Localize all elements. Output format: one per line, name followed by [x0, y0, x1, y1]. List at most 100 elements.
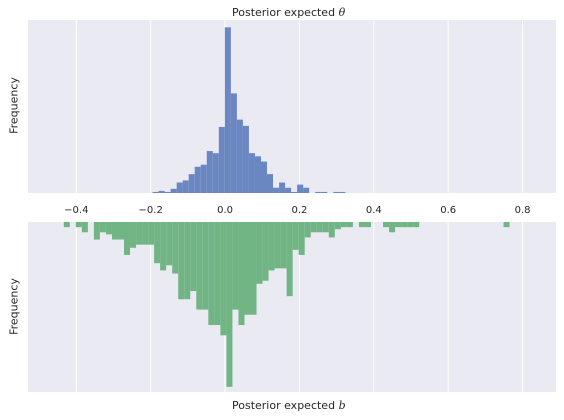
- x-tick-label: 0.0: [217, 205, 234, 216]
- bottom-x-axis-label: Posterior expected b: [232, 399, 346, 412]
- bottom-histogram-bar: [136, 222, 143, 245]
- bottom-histogram-bar: [81, 222, 88, 233]
- bottom-histogram-bar: [389, 222, 396, 233]
- top-chart-title-text: Posterior expected: [232, 6, 339, 19]
- bottom-histogram-bar: [142, 222, 149, 245]
- top-histogram-bar: [176, 182, 183, 193]
- top-histogram-bar: [285, 187, 292, 193]
- top-histogram-bar: [164, 191, 171, 193]
- bottom-histogram-bar: [364, 222, 371, 228]
- x-tick-label: 0.8: [514, 205, 531, 216]
- bottom-histogram-bar: [93, 222, 100, 240]
- bottom-histogram-bar: [274, 222, 281, 269]
- bottom-histogram-bar: [340, 222, 347, 228]
- top-histogram-bar: [291, 191, 298, 193]
- top-histogram-bar: [218, 126, 225, 193]
- x-tick-label: 0.6: [440, 205, 457, 216]
- bottom-histogram-bar: [208, 222, 215, 326]
- bottom-histogram-bar: [99, 222, 106, 233]
- top-histogram-bar: [188, 174, 195, 193]
- bottom-histogram-bar: [298, 222, 305, 255]
- top-histogram-bar: [242, 125, 249, 193]
- bottom-histogram-bar: [130, 222, 137, 248]
- bottom-histogram-bar: [256, 222, 263, 284]
- top-histogram-bar: [297, 184, 304, 193]
- top-histogram-bar: [200, 164, 207, 193]
- bottom-histogram-bars: [63, 222, 510, 387]
- bottom-histogram-bar: [250, 222, 257, 315]
- top-histogram-bar: [224, 27, 231, 194]
- bottom-histogram-bar: [111, 222, 118, 240]
- top-histogram-bar: [315, 191, 322, 193]
- top-histogram-bar: [333, 191, 340, 193]
- bottom-histogram-bar: [166, 222, 173, 266]
- bottom-histogram-bar: [268, 222, 275, 271]
- top-histogram-bar: [339, 191, 346, 193]
- x-tick-label: 0.2: [291, 205, 308, 216]
- bottom-histogram-bar: [292, 222, 299, 250]
- top-histogram-bar: [248, 153, 255, 193]
- bottom-histogram-bar: [503, 222, 510, 228]
- bottom-histogram-bar: [226, 222, 233, 387]
- top-histogram-bar: [321, 191, 328, 193]
- top-histogram-bar: [267, 174, 274, 193]
- bottom-histogram-bar: [334, 222, 341, 230]
- bottom-histogram-bar: [148, 222, 155, 245]
- bottom-histogram-bar: [328, 222, 335, 238]
- bottom-histogram-bar: [202, 222, 209, 310]
- bottom-histogram-bar: [190, 222, 197, 292]
- bottom-histogram-bar: [172, 222, 179, 274]
- bottom-histogram-bar: [160, 222, 167, 271]
- bottom-histogram-bar: [184, 222, 191, 300]
- bottom-histogram-bar: [238, 222, 245, 326]
- top-histogram-bar: [260, 161, 268, 193]
- bottom-histogram-bar: [214, 222, 221, 326]
- bottom-histogram-bar: [232, 222, 239, 310]
- top-histogram-bar: [254, 156, 261, 193]
- bottom-histogram-bar: [346, 222, 353, 228]
- top-histogram-bar: [194, 166, 201, 193]
- top-histogram-bars: [152, 27, 346, 194]
- top-histogram-bar: [152, 191, 159, 193]
- bottom-y-axis-label: Frequency: [7, 278, 21, 335]
- bottom-histogram-bar: [75, 222, 82, 228]
- bottom-histogram-bar: [196, 222, 203, 310]
- top-histogram-bar: [236, 119, 243, 193]
- bottom-histogram-bar: [407, 222, 414, 228]
- bottom-histogram-bar: [310, 222, 317, 233]
- bottom-histogram-bar: [286, 222, 293, 297]
- bottom-histogram-bar: [262, 222, 269, 281]
- top-chart-title: Posterior expected θ: [232, 6, 345, 19]
- bottom-histogram-bar: [358, 222, 365, 228]
- top-histogram-bar: [158, 190, 165, 193]
- top-histogram-bar: [230, 93, 237, 193]
- bottom-histogram-bar: [401, 222, 408, 228]
- bottom-histogram-bar: [316, 222, 323, 233]
- bottom-x-axis-label-text: Posterior expected: [232, 399, 339, 412]
- top-histogram-bar: [170, 188, 177, 193]
- bottom-histogram-bar: [63, 222, 70, 228]
- top-histogram-bar: [303, 187, 310, 193]
- bottom-histogram-bar: [124, 222, 131, 255]
- bottom-histogram-bar: [280, 222, 287, 269]
- top-chart-title-symbol: θ: [338, 6, 346, 19]
- top-y-axis-label: Frequency: [7, 77, 21, 134]
- bottom-histogram-bar: [105, 222, 112, 235]
- bottom-histogram-bar: [395, 222, 402, 228]
- top-histogram-bar: [182, 180, 189, 193]
- top-histogram-bar: [212, 153, 219, 193]
- bottom-histogram-bar: [383, 222, 390, 228]
- bottom-histogram-bar: [178, 222, 185, 300]
- x-tick-label: −0.4: [64, 205, 89, 216]
- bottom-histogram-bar: [413, 222, 420, 228]
- top-histogram-bar: [273, 187, 280, 193]
- top-plot-area: [28, 20, 556, 193]
- bottom-histogram-bar: [322, 222, 329, 233]
- bottom-histogram-bar: [304, 222, 311, 238]
- bottom-x-axis-label-symbol: b: [338, 399, 346, 412]
- x-tick-label: −0.2: [138, 205, 163, 216]
- top-histogram-bar: [206, 151, 213, 193]
- bottom-histogram-bar: [154, 222, 161, 264]
- bottom-histogram-bar: [117, 222, 124, 240]
